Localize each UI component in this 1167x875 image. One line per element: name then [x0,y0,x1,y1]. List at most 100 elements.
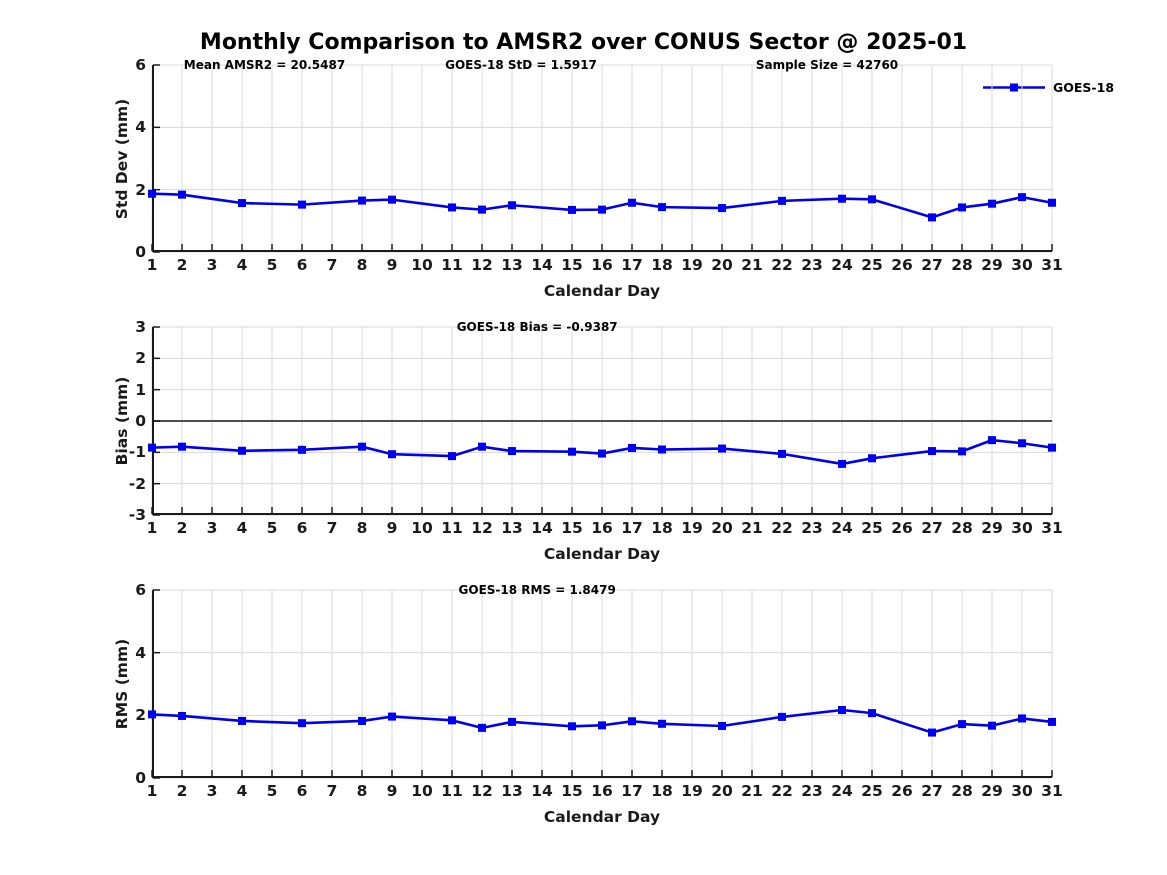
data-point-marker [838,194,846,203]
x-tick-label: 15 [561,782,583,800]
data-point-marker [928,213,936,222]
y-tick-label: 2 [135,180,146,199]
data-point-marker [298,445,306,454]
data-line [151,708,1053,734]
legend: GOES-18 [983,79,1114,95]
data-point-marker [358,716,366,725]
data-point-marker [658,445,666,454]
x-tick-label: 4 [236,256,248,274]
x-tick-label: 26 [891,519,913,537]
x-tick-label: 9 [386,256,398,274]
x-tick-label: 7 [326,782,338,800]
data-point-marker [718,204,726,213]
x-tick-label: 25 [861,519,883,537]
data-point-marker [388,450,396,459]
x-tick-label: 7 [326,519,338,537]
data-point-marker [148,710,156,719]
x-tick-label: 30 [1011,256,1033,274]
x-tick-label: 5 [266,519,278,537]
x-tick-label: 30 [1011,782,1033,800]
data-point-marker [178,442,186,451]
x-tick-label: 6 [296,519,308,537]
x-tick-label: 8 [356,256,368,274]
data-point-marker [838,459,846,468]
y-tick-label: 2 [135,706,146,725]
x-axis-label: Calendar Day [543,282,661,300]
data-point-marker [718,721,726,730]
x-tick-label: 23 [801,256,823,274]
x-tick-label: 3 [206,256,218,274]
x-tick-label: 21 [741,256,763,274]
data-point-marker [148,189,156,198]
x-tick-label: 21 [741,519,763,537]
x-tick-label: 14 [531,782,553,800]
data-point-marker [478,723,486,732]
x-tick-label: 14 [531,519,553,537]
y-axis-label: RMS (mm) [113,638,131,730]
x-tick-label: 6 [296,782,308,800]
page-title: Monthly Comparison to AMSR2 over CONUS S… [199,30,968,55]
x-tick-label: 17 [621,256,643,274]
x-tick-label: 4 [236,782,248,800]
x-tick-label: 28 [951,519,973,537]
data-point-marker [298,200,306,209]
x-tick-label: 28 [951,782,973,800]
x-tick-label: 9 [386,782,398,800]
x-tick-label: 13 [501,519,523,537]
data-point-marker [568,722,576,731]
x-tick-label: 29 [981,782,1003,800]
x-tick-label: 22 [771,519,793,537]
data-point-marker [598,721,606,730]
y-axis-label: Bias (mm) [113,376,131,466]
x-tick-label: 11 [441,256,463,274]
x-tick-label: 31 [1041,782,1063,800]
y-tick-label: 0 [135,769,146,787]
data-point-marker [778,712,786,721]
data-point-marker [388,712,396,721]
y-tick-label: -2 [128,474,146,493]
x-tick-label: 15 [561,256,583,274]
x-tick-label: 24 [831,519,853,537]
data-point-marker [958,447,966,456]
data-point-marker [508,201,516,210]
x-tick-label: 21 [741,782,763,800]
data-point-marker [778,196,786,205]
data-point-marker [1018,439,1026,448]
plot-area-bias [148,326,1056,516]
data-point-marker [988,199,996,208]
x-axis-label: Calendar Day [543,545,661,563]
x-tick-label: 12 [471,782,493,800]
data-point-marker [178,711,186,720]
x-tick-label: 26 [891,782,913,800]
legend-line-icon [983,83,1045,91]
data-point-marker [388,195,396,204]
data-point-marker [1048,198,1056,207]
x-tick-label: 12 [471,256,493,274]
data-point-marker [358,442,366,451]
x-tick-label: 30 [1011,519,1033,537]
x-tick-label: 1 [146,256,158,274]
y-tick-label: -3 [128,506,146,524]
x-tick-label: 10 [411,519,433,537]
data-point-marker [958,720,966,729]
x-tick-label: 1 [146,519,158,537]
x-tick-label: 3 [206,519,218,537]
y-tick-label: 1 [135,380,146,399]
data-point-marker [148,443,156,452]
x-tick-label: 4 [236,519,248,537]
data-point-marker [1048,443,1056,452]
data-point-marker [838,706,846,715]
data-point-marker [238,446,246,455]
x-axis-label: Calendar Day [543,808,661,826]
data-point-marker [778,449,786,458]
x-tick-label: 8 [356,519,368,537]
x-tick-label: 3 [206,782,218,800]
data-point-marker [238,716,246,725]
data-point-marker [508,447,516,456]
data-point-marker [358,196,366,205]
x-tick-label: 28 [951,256,973,274]
data-point-marker [628,717,636,726]
x-tick-label: 18 [651,782,673,800]
data-point-marker [628,443,636,452]
x-tick-label: 2 [176,256,188,274]
